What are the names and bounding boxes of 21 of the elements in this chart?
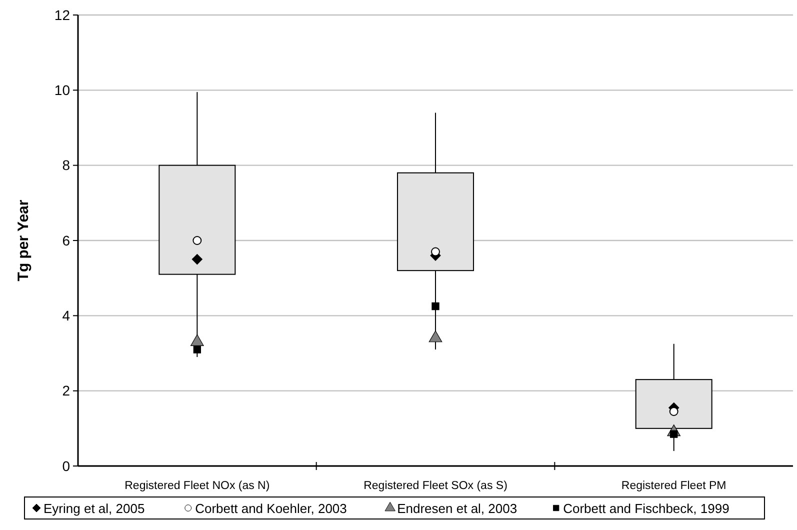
point xyxy=(432,302,440,310)
point xyxy=(669,407,678,416)
x-tick-label: Registered Fleet PM xyxy=(621,480,726,492)
legend-label: Corbett and Fischbeck, 1999 xyxy=(563,501,730,516)
y-tick-label: 0 xyxy=(62,458,70,474)
point xyxy=(192,254,202,265)
legend-label: Corbett and Koehler, 2003 xyxy=(195,501,347,516)
x-tick-label: Registered Fleet NOx (as N) xyxy=(124,480,270,492)
y-tick-label: 12 xyxy=(54,6,70,23)
y-tick-label: 6 xyxy=(62,232,70,248)
x-tick-label: Registered Fleet SOx (as S) xyxy=(364,480,508,492)
legend-label: Eyring et al, 2005 xyxy=(44,501,145,516)
y-tick-label: 2 xyxy=(62,382,70,399)
legend-label: Endresen et al, 2003 xyxy=(397,501,518,516)
point xyxy=(431,247,440,256)
y-axis-title: Tg per Year xyxy=(15,200,32,282)
y-tick-label: 8 xyxy=(62,157,70,174)
y-tick-label: 10 xyxy=(54,82,70,98)
y-tick-label: 4 xyxy=(62,308,70,324)
point xyxy=(192,236,202,245)
point xyxy=(193,346,201,354)
